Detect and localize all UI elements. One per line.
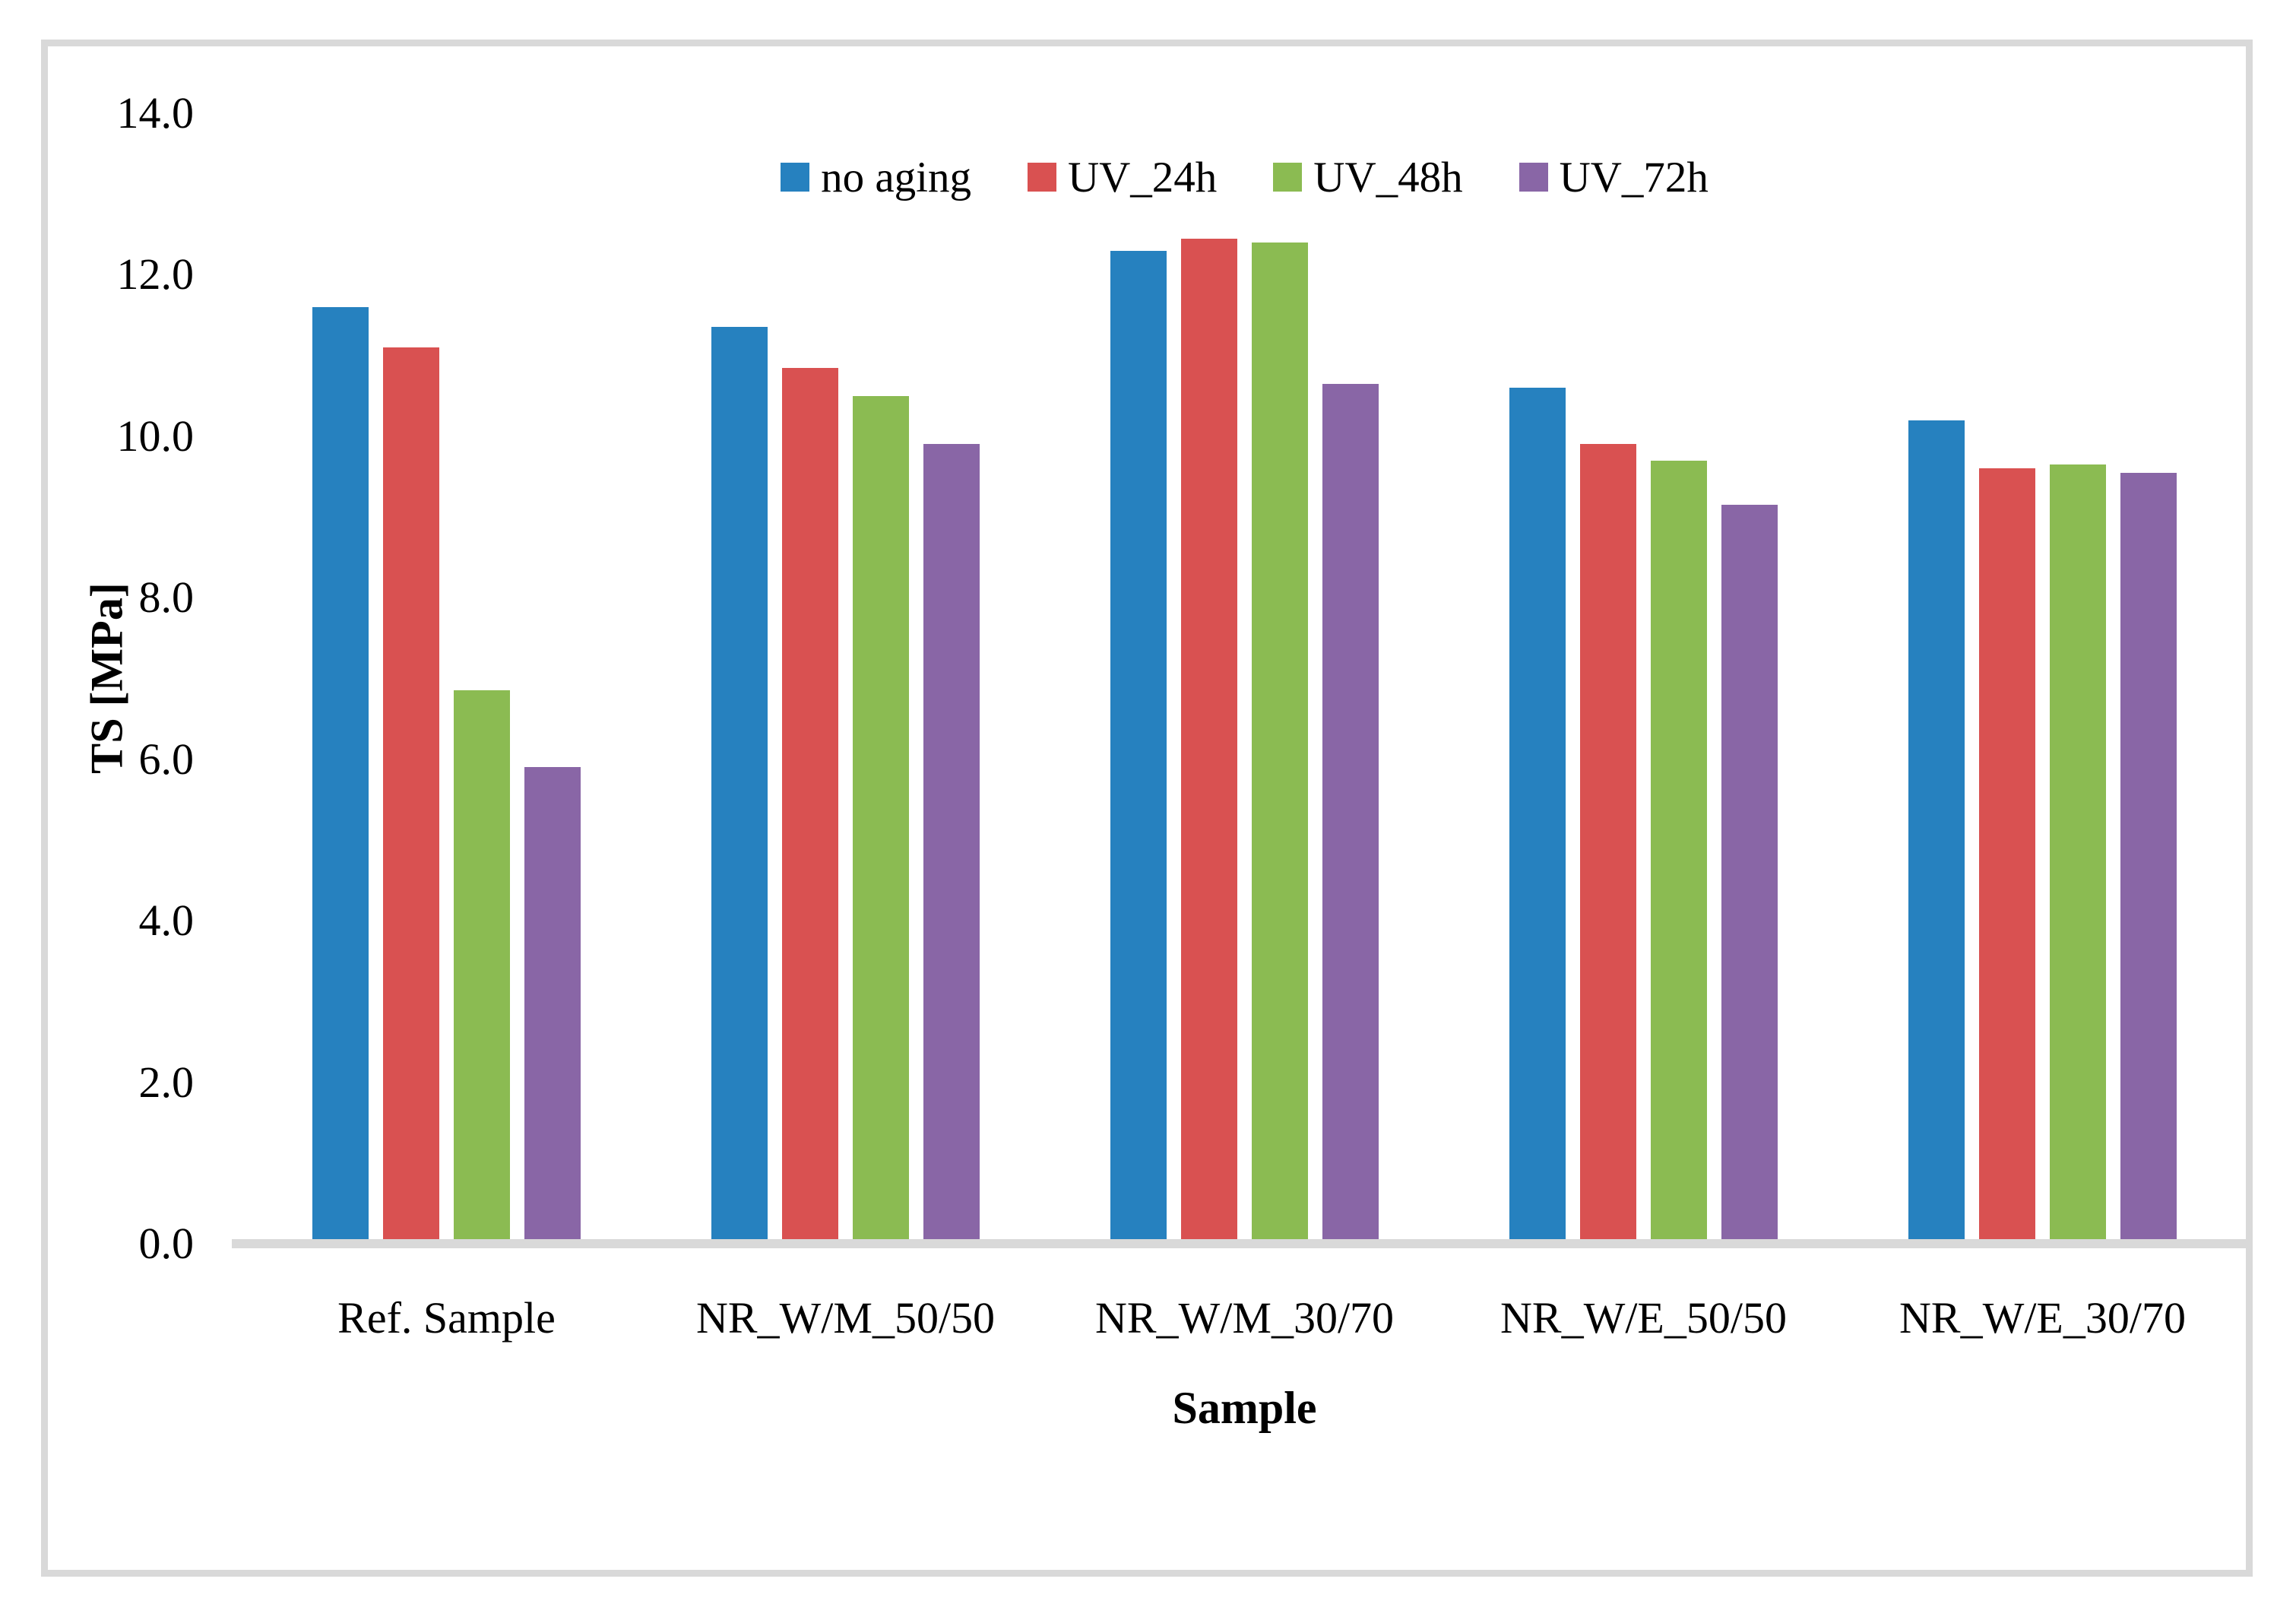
bar-UV_24h-1: [782, 367, 838, 1244]
bar-UV_24h-0: [383, 347, 439, 1244]
bar-UV_48h-2: [1252, 242, 1308, 1244]
chart-legend: no aging UV_24h UV_48h UV_72h: [247, 143, 2242, 211]
legend-swatch-icon: [1027, 163, 1056, 192]
plot-area: [247, 113, 2242, 1244]
y-tick-label: 6.0: [138, 734, 195, 784]
x-axis-title: Sample: [1172, 1383, 1317, 1433]
bar-UV_72h-1: [923, 444, 980, 1244]
bar-UV_72h-3: [1721, 505, 1778, 1244]
legend-swatch-icon: [781, 163, 810, 192]
bar-no-aging-1: [711, 327, 768, 1244]
category-label: Ref. Sample: [337, 1293, 556, 1343]
y-tick-label: 8.0: [138, 572, 195, 623]
x-axis-category-labels: Ref. Sample NR_W/M_50/50 NR_W/M_30/70 NR_W/…: [247, 1291, 2242, 1346]
bar-UV_48h-1: [853, 395, 909, 1244]
y-axis-tick-labels: 0.0 2.0 4.0 6.0 8.0 10.0 12.0 14.0: [46, 91, 195, 1266]
legend-item-3: UV_72h: [1519, 156, 1709, 199]
bar-UV_72h-0: [524, 767, 581, 1244]
bar-UV_24h-3: [1580, 444, 1636, 1244]
bar-UV_48h-4: [2050, 464, 2106, 1244]
legend-label: no aging: [821, 153, 971, 201]
bar-group-0: [247, 113, 646, 1244]
bar-UV_48h-3: [1651, 460, 1707, 1244]
bar-UV_72h-2: [1322, 383, 1379, 1244]
bar-UV_24h-4: [1979, 468, 2035, 1244]
bar-no-aging-3: [1509, 388, 1566, 1244]
legend-item-2: UV_48h: [1273, 153, 1463, 201]
y-tick-label: 12.0: [116, 249, 195, 300]
legend-item-1: UV_24h: [1027, 153, 1218, 201]
bar-group-3: [1444, 113, 1843, 1244]
category-label: NR_W/M_30/70: [1094, 1293, 1395, 1343]
legend-swatch-icon: [1519, 163, 1548, 192]
legend-label: UV_48h: [1313, 153, 1463, 201]
bar-UV_48h-0: [454, 690, 510, 1244]
category-label: NR_W/M_50/50: [695, 1293, 996, 1343]
bar-UV_72h-4: [2120, 472, 2177, 1244]
category-label: NR_W/E_50/50: [1500, 1293, 1787, 1343]
y-tick-label: 10.0: [116, 411, 195, 461]
legend-item-0: no aging: [781, 156, 971, 199]
bar-no-aging-2: [1110, 250, 1167, 1244]
category-label: NR_W/E_30/70: [1899, 1293, 2186, 1343]
bar-group-4: [1843, 113, 2242, 1244]
legend-label: UV_72h: [1559, 153, 1709, 201]
bar-no-aging-0: [312, 306, 369, 1244]
y-tick-label: 4.0: [138, 896, 195, 946]
bar-group-2: [1045, 113, 1444, 1244]
bar-no-aging-4: [1908, 420, 1965, 1244]
y-tick-label: 14.0: [116, 88, 195, 138]
y-tick-label: 0.0: [138, 1219, 195, 1268]
legend-swatch-icon: [1273, 163, 1303, 192]
y-axis-title: TS [MPa]: [81, 582, 132, 774]
legend-label: UV_24h: [1067, 153, 1218, 201]
y-tick-label: 2.0: [138, 1057, 195, 1107]
bar-UV_24h-2: [1181, 238, 1237, 1244]
bar-group-1: [646, 113, 1045, 1244]
x-axis-line: [232, 1239, 2247, 1248]
